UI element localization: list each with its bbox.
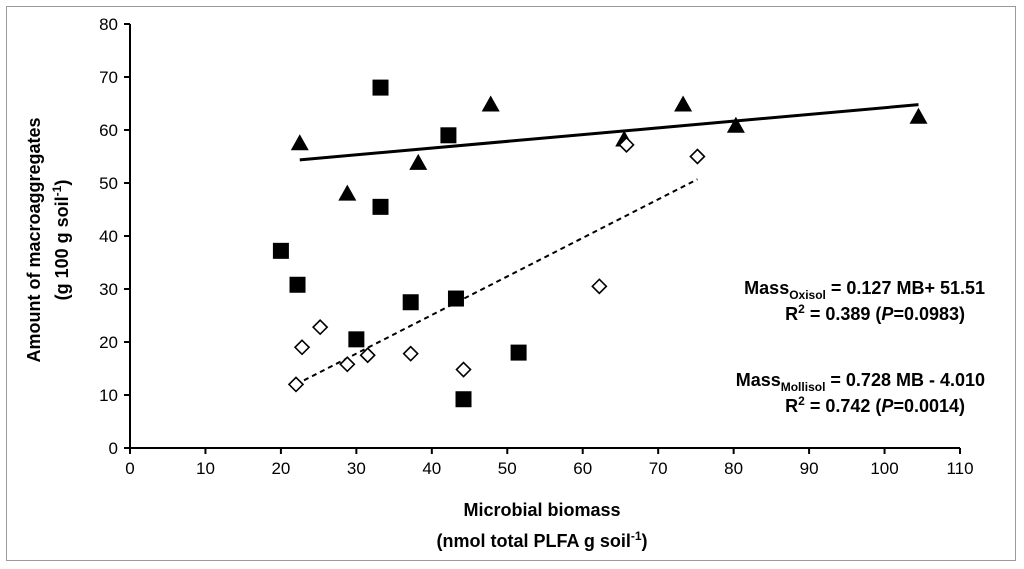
- figure-frame: [6, 6, 1016, 561]
- diamond-point: [293, 339, 311, 356]
- square-point: [289, 276, 306, 293]
- x-tick-label: 20: [271, 459, 290, 478]
- x-tick-label: 50: [498, 459, 517, 478]
- diamond-point: [689, 148, 706, 165]
- square-point: [402, 294, 419, 311]
- x-axis-title-line2: (nmol total PLFA g soil-1): [437, 529, 648, 551]
- diamond-point: [359, 347, 376, 364]
- square-point: [455, 391, 472, 408]
- diamond-point: [339, 356, 356, 373]
- data-points: [272, 79, 928, 408]
- y-tick-label: 80: [99, 15, 118, 34]
- triangle-point: [674, 95, 693, 112]
- square-point: [372, 198, 389, 215]
- triangle-point: [909, 107, 928, 124]
- triangle-point: [290, 134, 309, 151]
- square-point: [348, 331, 365, 348]
- square-point: [510, 344, 527, 361]
- x-tick-label: 0: [125, 459, 134, 478]
- y-tick-label: 0: [109, 439, 118, 458]
- oxisol-equation: MassOxisol = 0.127 MB+ 51.51: [744, 278, 985, 302]
- y-tick-label: 20: [99, 333, 118, 352]
- y-tick-label: 70: [99, 68, 118, 87]
- triangle-point: [409, 153, 428, 170]
- x-tick-label: 110: [946, 459, 973, 478]
- x-tick-label: 100: [870, 459, 898, 478]
- triangle-point: [726, 116, 745, 133]
- diamond-point: [402, 345, 419, 362]
- x-tick-label: 60: [573, 459, 592, 478]
- triangle-point: [481, 95, 500, 112]
- diamond-point: [618, 136, 635, 153]
- y-tick-label: 30: [99, 280, 118, 299]
- y-axis-title-line1: Amount of macroaggregates: [24, 117, 44, 362]
- triangle-point: [338, 184, 357, 201]
- y-tick-label: 10: [99, 386, 118, 405]
- diamond-point: [287, 376, 305, 393]
- square-point: [447, 290, 464, 307]
- fit-lines: [295, 103, 919, 386]
- oxisol-fit-line: [299, 103, 919, 162]
- diamond-point: [312, 319, 329, 336]
- x-tick-label: 30: [347, 459, 366, 478]
- x-tick-label: 70: [649, 459, 668, 478]
- diamond-point: [455, 361, 472, 378]
- oxisol-r2: R2 = 0.389 (P=0.0983): [785, 302, 965, 324]
- x-tick-label: 40: [422, 459, 441, 478]
- mollisol-r2: R2 = 0.742 (P=0.0014): [785, 394, 965, 416]
- y-tick-label: 40: [99, 227, 118, 246]
- x-tick-label: 90: [800, 459, 819, 478]
- mollisol-equation: MassMollisol = 0.728 MB - 4.010: [736, 370, 985, 394]
- square-point: [272, 242, 289, 259]
- square-point: [372, 79, 389, 96]
- x-tick-label: 10: [196, 459, 215, 478]
- y-axis-title-line2: (g 100 g soil-1): [50, 180, 72, 301]
- square-point: [440, 127, 457, 144]
- y-tick-label: 50: [99, 174, 118, 193]
- axes: 0 10 20 30 40 50 60 70 80 90 100 110 0 10 20 30 40 50 60 70…: [99, 15, 973, 478]
- diamond-point: [591, 278, 608, 295]
- y-tick-label: 60: [99, 121, 118, 140]
- x-tick-label: 80: [724, 459, 743, 478]
- x-axis-title-line1: Microbial biomass: [463, 500, 620, 520]
- mollisol-fit-line: [295, 178, 698, 386]
